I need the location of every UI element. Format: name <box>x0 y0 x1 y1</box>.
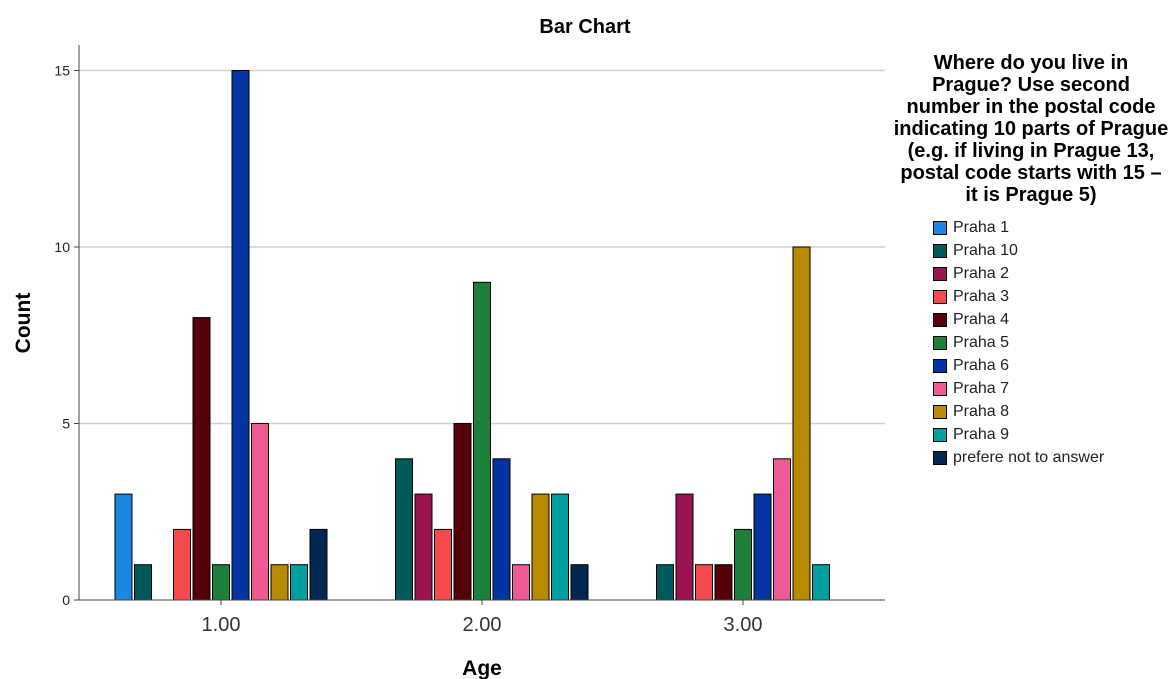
bar <box>434 528 452 601</box>
bar <box>212 564 230 601</box>
legend-swatch <box>933 358 947 373</box>
axes: 0 5 10 15 1.00 2.00 3.00 <box>54 45 885 636</box>
legend: Where do you live in Prague? Use second … <box>893 52 1169 469</box>
bar <box>270 564 289 601</box>
legend-item: Praha 4 <box>933 308 1169 331</box>
bar <box>453 423 472 601</box>
legend-item: Praha 2 <box>933 262 1169 285</box>
legend-swatch <box>933 335 947 350</box>
legend-swatch <box>933 220 947 235</box>
bar <box>114 493 133 601</box>
legend-items: Praha 1 Praha 10 Praha 2 Praha 3 Praha 4 Prah… <box>933 216 1169 469</box>
legend-swatch <box>933 381 947 396</box>
legend-label: Praha 4 <box>953 310 1010 328</box>
x-axis-label: Age <box>462 657 502 679</box>
legend-swatch <box>933 266 947 281</box>
bar <box>570 564 589 601</box>
legend-swatch <box>933 450 947 465</box>
legend-label: Praha 6 <box>953 356 1010 374</box>
chart-title: Bar Chart <box>539 16 630 38</box>
legend-swatch <box>933 289 947 304</box>
legend-item: Praha 7 <box>933 377 1169 400</box>
bar <box>531 493 550 601</box>
bar <box>792 246 811 601</box>
bar <box>734 528 752 601</box>
legend-swatch <box>933 312 947 327</box>
legend-label: Praha 1 <box>953 218 1010 236</box>
bar <box>773 458 791 601</box>
legend-label: Praha 9 <box>953 425 1010 443</box>
bar <box>551 493 569 601</box>
legend-label: Praha 5 <box>953 333 1010 351</box>
legend-label: prefere not to answer <box>953 448 1105 466</box>
legend-swatch <box>933 243 947 258</box>
bar <box>695 564 713 601</box>
legend-item: Praha 1 <box>933 216 1169 239</box>
bar <box>473 281 491 601</box>
bar <box>173 528 191 601</box>
bar <box>492 458 511 601</box>
bar <box>309 528 328 601</box>
bar <box>290 564 308 601</box>
legend-item: Praha 8 <box>933 400 1169 423</box>
legend-item: prefere not to answer <box>933 446 1169 469</box>
bar <box>753 493 772 601</box>
legend-item: Praha 5 <box>933 331 1169 354</box>
legend-swatch <box>933 427 947 442</box>
legend-title: Where do you live in Prague? Use second … <box>893 52 1169 206</box>
bar <box>192 317 211 601</box>
legend-item: Praha 3 <box>933 285 1169 308</box>
legend-label: Praha 10 <box>953 241 1018 259</box>
legend-label: Praha 8 <box>953 402 1010 420</box>
legend-item: Praha 9 <box>933 423 1169 446</box>
y-tick-label: 5 <box>62 416 70 432</box>
legend-swatch <box>933 404 947 419</box>
legend-item: Praha 6 <box>933 354 1169 377</box>
y-axis-label: Count <box>12 293 35 354</box>
legend-label: Praha 7 <box>953 379 1010 397</box>
y-tick-label: 0 <box>62 592 70 608</box>
bar <box>134 564 152 601</box>
y-tick-label: 15 <box>54 63 70 79</box>
x-tick-label: 2.00 <box>463 614 502 636</box>
bar <box>251 423 269 601</box>
bar <box>414 493 433 601</box>
bars <box>114 70 830 601</box>
bar <box>675 493 694 601</box>
bar <box>812 564 830 601</box>
x-tick-label: 1.00 <box>202 614 241 636</box>
legend-item: Praha 10 <box>933 239 1169 262</box>
bar <box>714 564 733 601</box>
legend-label: Praha 3 <box>953 287 1010 305</box>
bar <box>512 564 530 601</box>
x-tick-label: 3.00 <box>724 614 763 636</box>
bar <box>395 458 413 601</box>
legend-label: Praha 2 <box>953 264 1010 282</box>
bar-chart: Bar Chart 0 5 10 15 1.00 2.00 3.00 Age Count <box>12 16 885 679</box>
y-tick-label: 10 <box>54 239 70 255</box>
bar <box>656 564 674 601</box>
bar <box>231 70 250 601</box>
